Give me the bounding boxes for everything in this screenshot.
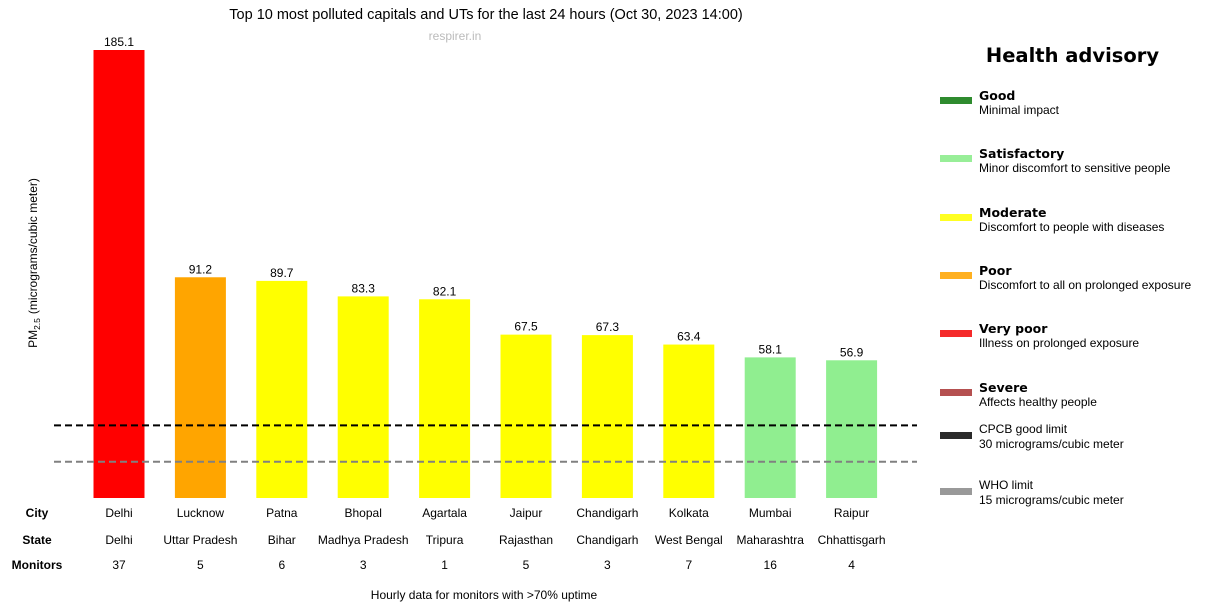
row-header-monitors: Monitors	[12, 558, 63, 572]
advisory-swatch	[940, 214, 972, 221]
limit-value: 15 micrograms/cubic meter	[979, 493, 1124, 507]
advisory-level-description: Discomfort to people with diseases	[979, 220, 1165, 234]
advisory-level-name: Moderate	[979, 205, 1047, 220]
state-cell: West Bengal	[655, 533, 723, 547]
bar-lucknow	[174, 277, 226, 498]
advisory-level-name: Severe	[979, 380, 1028, 395]
advisory-level-name: Good	[979, 88, 1016, 103]
advisory-item-poor: Poor Discomfort to all on prolonged expos…	[940, 263, 1205, 299]
advisory-level-description: Illness on prolonged exposure	[979, 336, 1140, 350]
state-cell: Uttar Pradesh	[163, 533, 237, 547]
city-cell: Kolkata	[669, 506, 709, 520]
advisory-item-satisfactory: Satisfactory Minor discomfort to sensitiv…	[940, 146, 1205, 182]
advisory-limit-cpcb: CPCB good limit 30 micrograms/cubic meter	[940, 422, 1205, 458]
city-cell: Raipur	[834, 506, 869, 520]
advisory-swatch	[940, 432, 972, 439]
state-cell: Tripura	[426, 533, 464, 547]
advisory-title: Health advisory	[985, 44, 1160, 67]
advisory-item-good: Good Minimal impact	[940, 88, 1205, 124]
advisory-level-name: Very poor	[979, 321, 1048, 336]
monitors-cell: 3	[604, 558, 611, 572]
y-axis-label: PM2.5 (micrograms/cubic meter)	[26, 178, 42, 348]
monitors-cell: 3	[360, 558, 367, 572]
state-cell: Chhattisgarh	[818, 533, 886, 547]
city-cell: Bhopal	[345, 506, 382, 520]
city-cell: Mumbai	[749, 506, 792, 520]
bar-value-label: 67.5	[514, 320, 538, 334]
bar-patna	[256, 280, 308, 498]
state-cell: Madhya Pradesh	[318, 533, 409, 547]
row-header-city: City	[26, 506, 49, 520]
chart-title: Top 10 most polluted capitals and UTs fo…	[229, 7, 742, 23]
limit-value: 30 micrograms/cubic meter	[979, 437, 1124, 451]
bar-kolkata	[663, 344, 715, 498]
bar-raipur	[826, 360, 878, 498]
advisory-swatch	[940, 97, 972, 104]
bar-mumbai	[744, 357, 796, 498]
advisory-swatch	[940, 272, 972, 279]
bar-value-label: 82.1	[433, 284, 457, 298]
bar-value-label: 63.4	[677, 330, 701, 344]
city-cell: Patna	[266, 506, 298, 520]
advisory-item-severe: Severe Affects healthy people	[940, 380, 1205, 416]
advisory-level-description: Discomfort to all on prolonged exposure	[979, 278, 1192, 292]
advisory-level-description: Minor discomfort to sensitive people	[979, 161, 1171, 175]
bar-chandigarh	[581, 335, 633, 498]
bar-chart: Top 10 most polluted capitals and UTs fo…	[12, 7, 917, 602]
bar-bhopal	[337, 296, 389, 498]
city-cell: Delhi	[105, 506, 132, 520]
watermark: respirer.in	[429, 29, 482, 43]
data-table: City Delhi Lucknow Patna Bhopal Agartala Jaipu…	[12, 506, 886, 572]
limit-name: WHO limit	[979, 478, 1033, 492]
y-axis-label-main: PM	[26, 330, 40, 348]
state-cell: Maharashtra	[737, 533, 805, 547]
y-axis-label-subscript: 2.5	[32, 318, 42, 330]
monitors-cell: 1	[441, 558, 448, 572]
monitors-cell: 37	[112, 558, 126, 572]
state-cell: Bihar	[268, 533, 296, 547]
city-cell: Chandigarh	[576, 506, 638, 520]
advisory-level-description: Affects healthy people	[979, 395, 1097, 409]
reference-lines-group	[54, 424, 917, 463]
y-axis-label-unit: (micrograms/cubic meter)	[26, 178, 40, 314]
monitors-cell: 4	[848, 558, 855, 572]
city-cell: Lucknow	[177, 506, 225, 520]
advisory-limit-who: WHO limit 15 micrograms/cubic meter	[940, 478, 1205, 514]
bar-value-label: 67.3	[596, 320, 620, 334]
advisory-swatch	[940, 330, 972, 337]
bar-delhi	[93, 50, 145, 498]
monitors-cell: 7	[685, 558, 692, 572]
advisory-item-moderate: Moderate Discomfort to people with diseas…	[940, 205, 1205, 241]
bar-value-label: 89.7	[270, 266, 294, 280]
advisory-swatch	[940, 488, 972, 495]
monitors-cell: 5	[523, 558, 530, 572]
bar-value-label: 56.9	[840, 345, 864, 359]
monitors-cell: 16	[764, 558, 778, 572]
advisory-swatch	[940, 155, 972, 162]
advisory-swatch	[940, 389, 972, 396]
bar-value-label: 91.2	[189, 262, 213, 276]
advisory-level-name: Poor	[979, 263, 1012, 278]
bar-jaipur	[500, 334, 552, 498]
bar-value-label: 83.3	[352, 281, 376, 295]
limit-name: CPCB good limit	[979, 422, 1068, 436]
city-cell: Jaipur	[510, 506, 543, 520]
state-cell: Rajasthan	[499, 533, 553, 547]
advisory-item-very-poor: Very poor Illness on prolonged exposure	[940, 321, 1205, 357]
monitors-cell: 6	[278, 558, 285, 572]
advisory-level-name: Satisfactory	[979, 146, 1065, 161]
advisory-level-description: Minimal impact	[979, 103, 1060, 117]
bar-value-label: 58.1	[759, 342, 783, 356]
state-cell: Delhi	[105, 533, 132, 547]
state-cell: Chandigarh	[576, 533, 638, 547]
health-advisory-legend: Health advisory Good Minimal impact Satisf…	[940, 44, 1205, 507]
city-cell: Agartala	[422, 506, 467, 520]
monitors-cell: 5	[197, 558, 204, 572]
bar-agartala	[419, 299, 471, 498]
bar-value-label: 185.1	[104, 35, 134, 49]
row-header-state: State	[22, 533, 52, 547]
footnote: Hourly data for monitors with >70% uptim…	[371, 588, 598, 602]
bars-group: 185.1 91.2 89.7 83.3 82.1 67.5 67.3 63.4 58.1 56.…	[93, 35, 878, 498]
